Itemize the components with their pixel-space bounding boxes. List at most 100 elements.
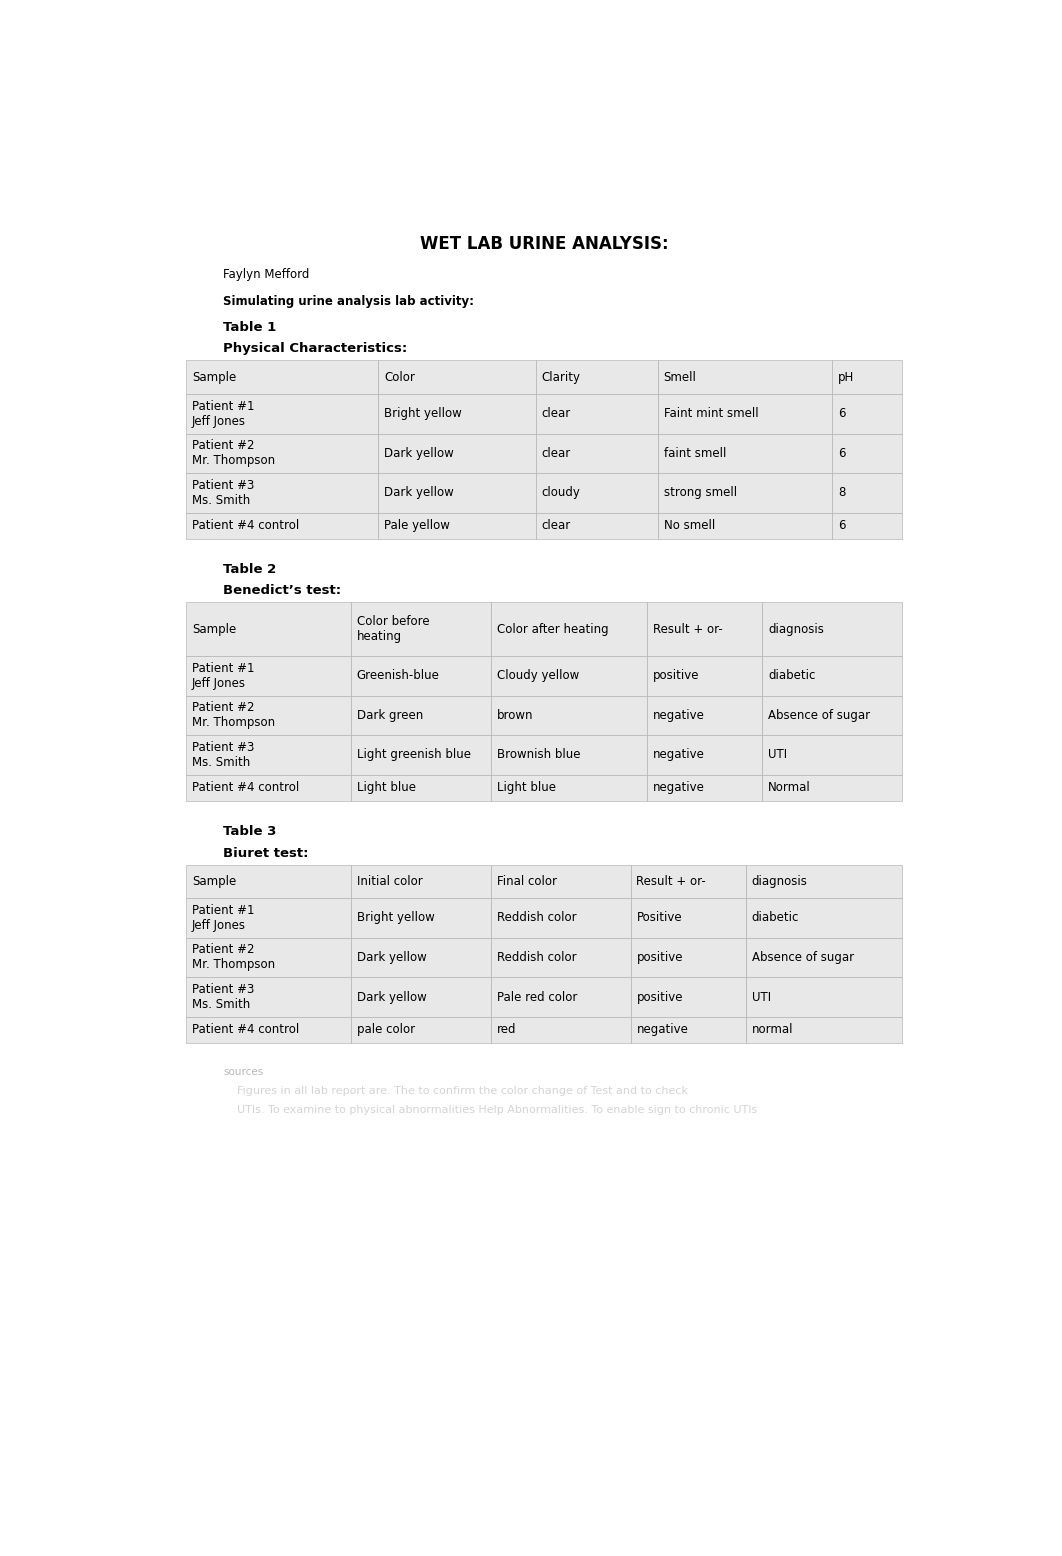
Bar [186,361,378,394]
Text: Benedict’s test:: Benedict’s test: [223,585,341,598]
Text: clear: clear [542,447,570,461]
Bar [746,898,903,938]
Bar [657,512,833,538]
Text: Simulating urine analysis lab activity:: Simulating urine analysis lab activity: [223,294,475,308]
Text: Greenish-blue: Greenish-blue [357,669,440,683]
Text: Dark yellow: Dark yellow [384,487,453,499]
Text: Patient #2
Mr. Thompson: Patient #2 Mr. Thompson [192,439,275,467]
Text: Clarity: Clarity [542,370,580,384]
Bar [378,512,535,538]
Text: Patient #3
Ms. Smith: Patient #3 Ms. Smith [192,741,255,769]
Text: Dark yellow: Dark yellow [357,991,426,1004]
Text: Initial color: Initial color [357,874,423,888]
Text: UTI: UTI [768,748,787,761]
Text: Result + or-: Result + or- [636,874,706,888]
Bar [350,898,491,938]
Bar [746,1016,903,1043]
Bar [350,602,491,657]
Text: strong smell: strong smell [664,487,737,499]
Text: Physical Characteristics:: Physical Characteristics: [223,342,408,355]
Text: No smell: No smell [664,520,715,532]
Text: red: red [497,1024,516,1036]
Text: clear: clear [542,408,570,420]
Text: diagnosis: diagnosis [752,874,807,888]
Text: Bright yellow: Bright yellow [384,408,462,420]
Bar [657,361,833,394]
Text: Table 1: Table 1 [223,321,276,335]
Bar [186,1016,350,1043]
Bar [647,696,763,736]
Text: Reddish color: Reddish color [497,951,577,965]
Text: Positive: Positive [636,912,682,924]
Bar [378,361,535,394]
Text: positive: positive [653,669,700,683]
Text: Sample: Sample [192,370,236,384]
Bar [491,602,647,657]
Bar [186,512,378,538]
Bar [491,775,647,801]
Bar [186,394,378,434]
Text: Normal: Normal [768,781,811,795]
Text: diabetic: diabetic [768,669,816,683]
Bar [631,1016,746,1043]
Bar [763,696,903,736]
Text: Patient #3
Ms. Smith: Patient #3 Ms. Smith [192,479,255,507]
Bar [833,473,903,512]
Text: Patient #1
Jeff Jones: Patient #1 Jeff Jones [192,661,255,689]
Text: Color after heating: Color after heating [497,622,609,636]
Text: Dark green: Dark green [357,710,423,722]
Text: Figures in all lab report are. The to confirm the color change of Test and to ch: Figures in all lab report are. The to co… [223,1086,688,1097]
Text: Patient #2
Mr. Thompson: Patient #2 Mr. Thompson [192,702,275,730]
Text: Absence of sugar: Absence of sugar [752,951,854,965]
Text: normal: normal [752,1024,793,1036]
Bar [186,898,350,938]
Text: brown: brown [497,710,533,722]
Bar [378,434,535,473]
Bar [350,696,491,736]
Text: Light blue: Light blue [357,781,415,795]
Text: Cloudy yellow: Cloudy yellow [497,669,579,683]
Text: positive: positive [636,991,683,1004]
Text: pale color: pale color [357,1024,415,1036]
Bar [491,1016,631,1043]
Bar [186,865,350,898]
Bar [491,736,647,775]
Bar [350,865,491,898]
Text: Patient #1
Jeff Jones: Patient #1 Jeff Jones [192,400,255,428]
Text: negative: negative [653,710,705,722]
Text: Bright yellow: Bright yellow [357,912,434,924]
Bar [350,1016,491,1043]
Bar [491,657,647,696]
Bar [186,657,350,696]
Bar [657,434,833,473]
Bar [535,434,657,473]
Bar [350,938,491,977]
Text: Patient #2
Mr. Thompson: Patient #2 Mr. Thompson [192,943,275,971]
Bar [378,394,535,434]
Text: Result + or-: Result + or- [653,622,722,636]
Bar [763,602,903,657]
Bar [378,473,535,512]
Bar [746,977,903,1016]
Bar [350,736,491,775]
Bar [833,361,903,394]
Text: Patient #4 control: Patient #4 control [192,520,299,532]
Bar [631,977,746,1016]
Text: UTIs. To examine to physical abnormalities Help Abnormalities. To enable sign to: UTIs. To examine to physical abnormaliti… [223,1105,757,1116]
Text: Pale yellow: Pale yellow [384,520,450,532]
Bar [350,775,491,801]
Text: negative: negative [636,1024,688,1036]
Bar [746,938,903,977]
Bar [763,775,903,801]
Bar [833,512,903,538]
Text: negative: negative [653,781,705,795]
Text: Smell: Smell [664,370,697,384]
Bar [535,394,657,434]
Bar [631,898,746,938]
Text: Pale red color: Pale red color [497,991,577,1004]
Bar [186,736,350,775]
Text: Patient #4 control: Patient #4 control [192,1024,299,1036]
Bar [647,602,763,657]
Bar [763,736,903,775]
Bar [491,938,631,977]
